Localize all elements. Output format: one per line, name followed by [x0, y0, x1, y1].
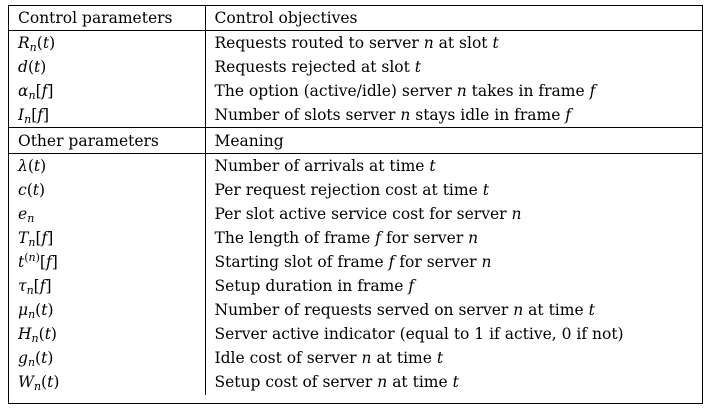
symbol-cell: Wn(t)	[9, 370, 206, 395]
table-row: In[f] Number of slots server n stays idl…	[9, 103, 702, 129]
section-header-row: Control parameters Control objectives	[9, 6, 702, 32]
meaning-cell: Setup duration in frame f	[214, 277, 415, 296]
meaning-cell: Number of requests served on server n at…	[214, 301, 595, 320]
table-row: Wn(t) Setup cost of server n at time t	[9, 370, 702, 395]
symbol-W-n-t: Wn(t)	[18, 373, 60, 394]
symbol-cell: In[f]	[9, 103, 206, 129]
symbol-cell: en	[9, 201, 206, 226]
table-row: λ(t) Number of arrivals at time t	[9, 153, 702, 178]
table-row: Tn[f] The length of frame f for server n	[9, 225, 702, 250]
symbol-cell: gn(t)	[9, 346, 206, 371]
symbol-R-n-t: Rn(t)	[18, 34, 56, 55]
meaning-cell: Setup cost of server n at time t	[214, 373, 459, 392]
meaning-cell: The option (active/idle) server n takes …	[214, 82, 596, 101]
symbol-e-n: en	[18, 204, 35, 225]
table-row: en Per slot active service cost for serv…	[9, 201, 702, 226]
symbol-d-t: d(t)	[18, 58, 47, 77]
table-row: Rn(t) Requests routed to server n at slo…	[9, 30, 702, 56]
table-row: c(t) Per request rejection cost at time …	[9, 177, 702, 202]
symbol-cell: τn[f]	[9, 274, 206, 299]
meaning-cell: Requests routed to server n at slot t	[214, 34, 499, 53]
symbol-cell: c(t)	[9, 177, 206, 202]
meaning-cell: Server active indicator (equal to 1 if a…	[214, 325, 624, 344]
symbol-mu-n-t: μn(t)	[18, 301, 54, 322]
table-row: μn(t) Number of requests served on serve…	[9, 298, 702, 323]
column-header-parameter: Control parameters	[9, 6, 206, 32]
column-header-meaning: Control objectives	[205, 6, 702, 32]
section-header-row: Other parameters Meaning	[9, 127, 702, 154]
symbol-alpha-n-f: αn[f]	[18, 82, 54, 103]
column-header-parameter: Other parameters	[9, 127, 206, 154]
symbol-H-n-t: Hn(t)	[18, 325, 57, 346]
meaning-cell: Number of slots server n stays idle in f…	[205, 103, 702, 129]
parameter-table-body: Control parameters Control objectives Rn…	[9, 6, 702, 395]
table-row: gn(t) Idle cost of server n at time t	[9, 346, 702, 371]
symbol-lambda-t: λ(t)	[18, 156, 47, 175]
symbol-cell: μn(t)	[9, 298, 206, 323]
table-row: τn[f] Setup duration in frame f	[9, 274, 702, 299]
meaning-cell: Idle cost of server n at time t	[214, 349, 444, 368]
parameter-table-frame: Control parameters Control objectives Rn…	[8, 5, 703, 404]
table-row: αn[f] The option (active/idle) server n …	[9, 79, 702, 104]
meaning-cell: Per slot active service cost for server …	[214, 204, 522, 223]
meaning-cell: Requests rejected at slot t	[214, 58, 422, 77]
meaning-cell: Starting slot of frame f for server n	[214, 252, 492, 271]
symbol-tau-n-f: τn[f]	[18, 277, 52, 298]
symbol-cell: Hn(t)	[9, 322, 206, 347]
symbol-g-n-t: gn(t)	[18, 349, 54, 370]
symbol-T-n-f: Tn[f]	[18, 228, 54, 249]
symbol-I-n-f: In[f]	[18, 106, 50, 127]
meaning-cell: Per request rejection cost at time t	[214, 180, 489, 199]
column-header-meaning: Meaning	[205, 127, 702, 154]
symbol-cell: Rn(t)	[9, 30, 206, 56]
symbol-c-t: c(t)	[18, 180, 46, 199]
parameter-table: Control parameters Control objectives Rn…	[9, 6, 702, 395]
table-row: d(t) Requests rejected at slot t	[9, 55, 702, 80]
table-row: t(n)[f] Starting slot of frame f for ser…	[9, 249, 702, 275]
symbol-cell: d(t)	[9, 55, 206, 80]
meaning-cell: The length of frame f for server n	[214, 228, 479, 247]
meaning-cell: Number of arrivals at time t	[214, 156, 436, 175]
symbol-cell: t(n)[f]	[9, 249, 206, 275]
table-row: Hn(t) Server active indicator (equal to …	[9, 322, 702, 347]
symbol-cell: λ(t)	[9, 153, 206, 178]
symbol-cell: Tn[f]	[9, 225, 206, 250]
symbol-cell: αn[f]	[9, 79, 206, 104]
symbol-t-n-f: t(n)[f]	[18, 250, 58, 271]
